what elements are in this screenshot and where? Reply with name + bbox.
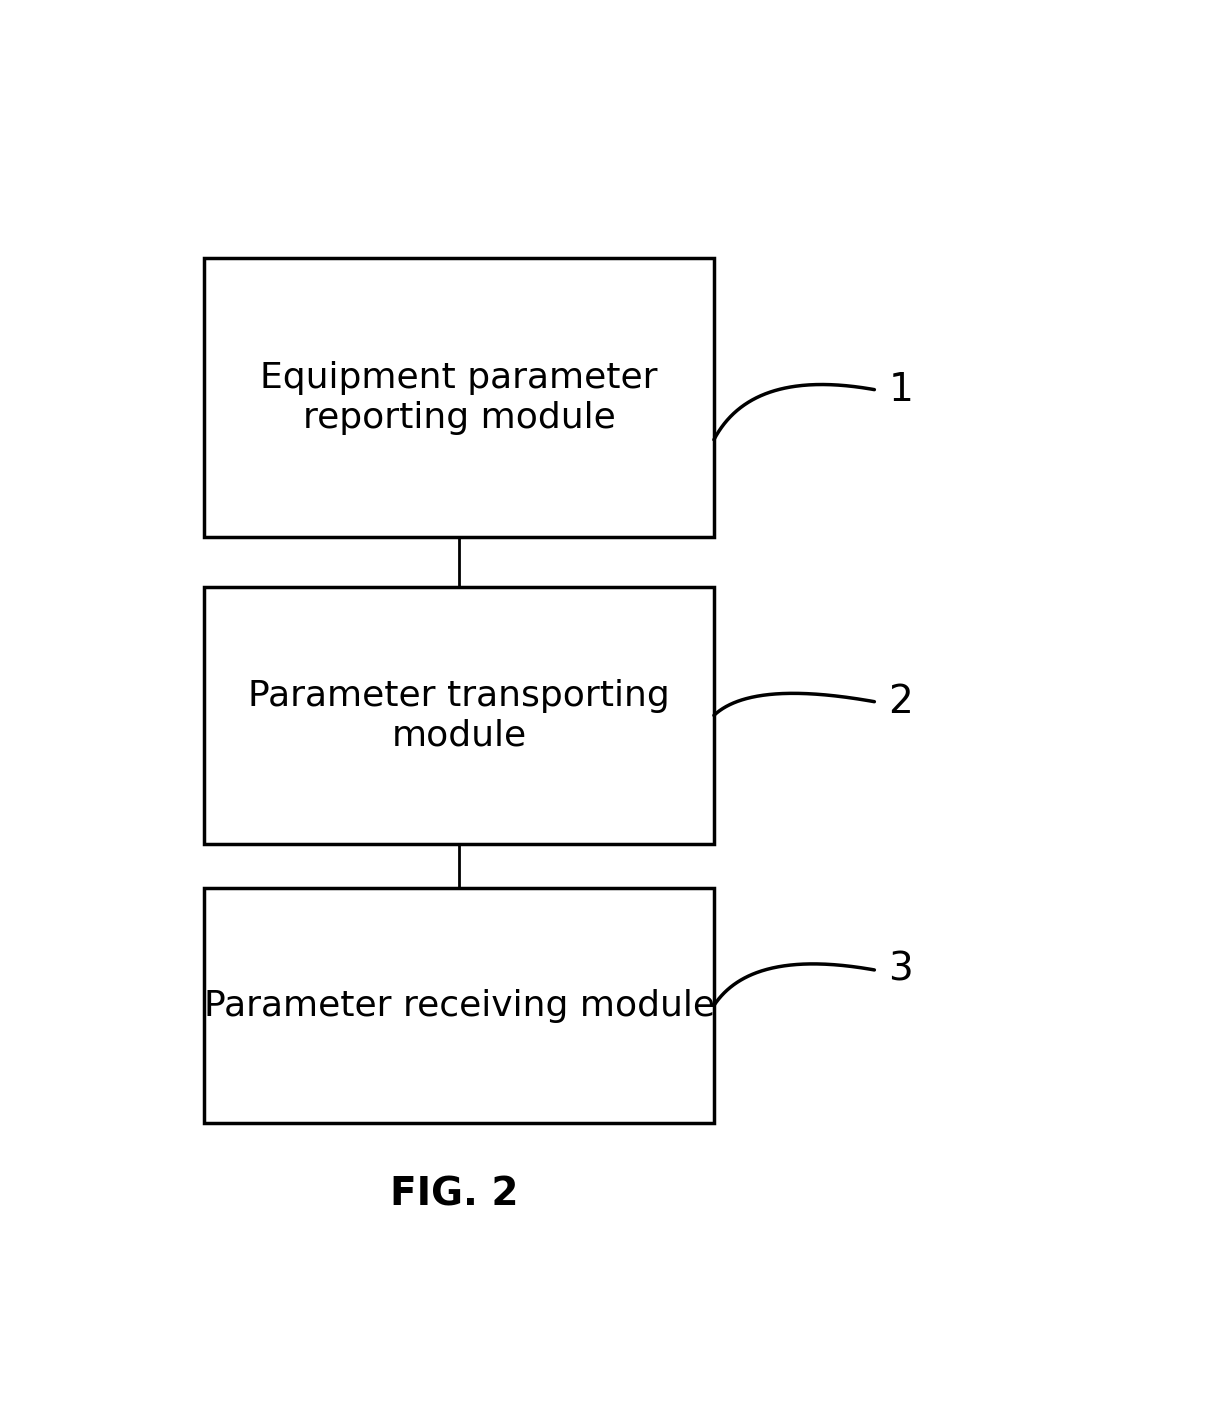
Text: Parameter receiving module: Parameter receiving module — [203, 988, 715, 1022]
Text: 1: 1 — [889, 371, 914, 408]
Text: Equipment parameter
reporting module: Equipment parameter reporting module — [261, 361, 658, 435]
Bar — [205, 259, 714, 538]
Text: 2: 2 — [889, 683, 914, 721]
Bar — [205, 587, 714, 845]
Bar — [205, 887, 714, 1123]
Text: Parameter transporting
module: Parameter transporting module — [248, 678, 670, 752]
Text: FIG. 2: FIG. 2 — [390, 1176, 519, 1213]
Text: 3: 3 — [889, 951, 914, 988]
